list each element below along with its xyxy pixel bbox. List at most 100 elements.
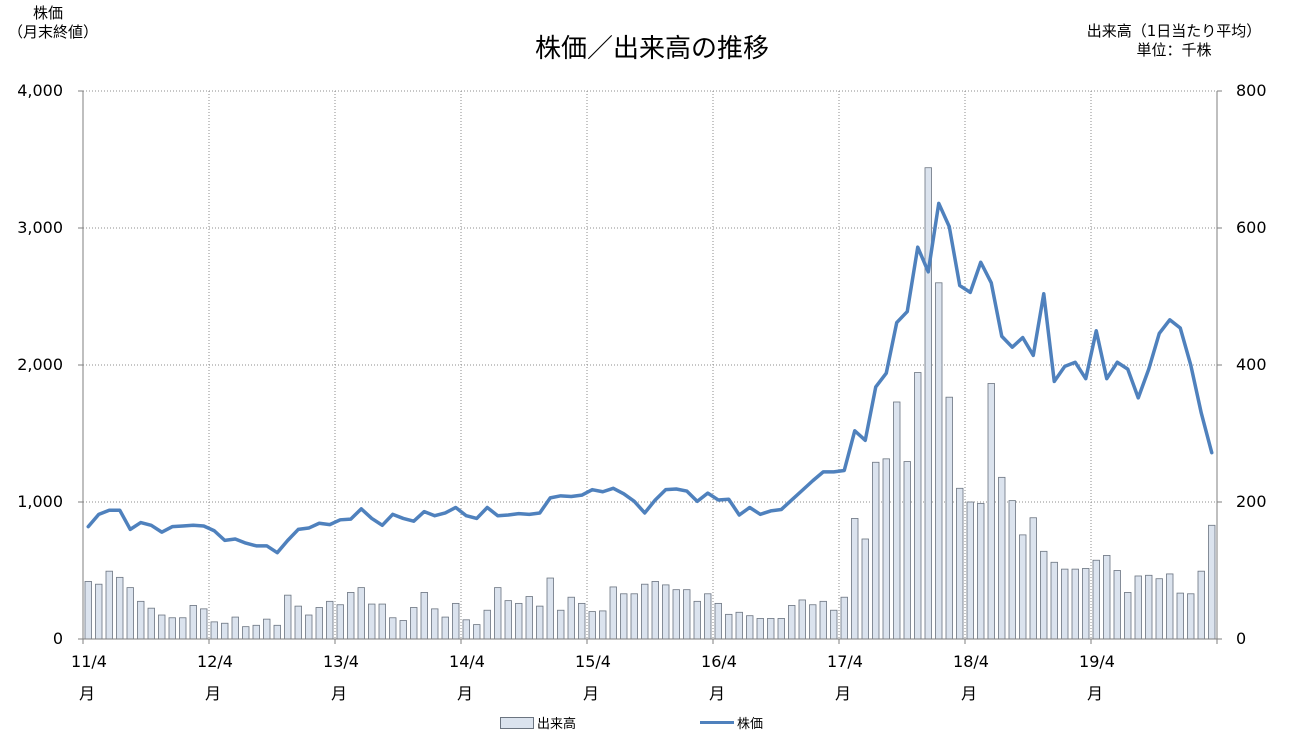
gridlines — [83, 90, 1217, 639]
volume-bar — [95, 583, 103, 640]
x-tick-label: 12/4 — [197, 652, 233, 671]
volume-bar — [326, 600, 334, 640]
volume-bar — [1008, 500, 1016, 640]
x-tick-label: 11/4 — [71, 652, 107, 671]
volume-bar — [189, 605, 197, 640]
volume-bar — [347, 592, 355, 640]
volume-bar — [1019, 534, 1027, 640]
volume-bar — [441, 616, 449, 640]
volume-bar — [158, 614, 166, 640]
volume-bar — [861, 538, 869, 640]
left-tick-label: 2,000 — [17, 355, 63, 374]
volume-bar — [284, 594, 292, 640]
volume-bar — [126, 587, 134, 640]
volume-bar — [609, 586, 617, 640]
volume-bar — [966, 501, 974, 640]
volume-bar — [809, 604, 817, 640]
volume-bar — [767, 618, 775, 640]
volume-bar — [620, 593, 628, 640]
volume-bar — [578, 602, 586, 640]
volume-bar — [945, 396, 953, 640]
volume-bar — [1092, 559, 1100, 640]
right-tick-label: 600 — [1236, 218, 1267, 237]
volume-bar — [452, 602, 460, 640]
volume-bar — [273, 624, 281, 640]
volume-bar — [263, 618, 271, 640]
volume-bar — [557, 609, 565, 640]
volume-bar — [200, 608, 208, 640]
volume-bar — [1071, 568, 1079, 640]
x-tick-label: 19/4 — [1079, 652, 1115, 671]
volume-bar — [410, 607, 418, 640]
price-line — [86, 201, 1214, 555]
left-tick-label: 1,000 — [17, 492, 63, 511]
volume-bar — [935, 282, 943, 640]
volume-bar — [641, 583, 649, 640]
volume-bar — [546, 577, 554, 640]
volume-bar — [168, 617, 176, 640]
right-tick-label: 0 — [1236, 629, 1247, 648]
volume-bar — [840, 596, 848, 640]
volume-bar — [116, 576, 124, 640]
volume-bar — [431, 608, 439, 640]
volume-bar — [956, 487, 964, 640]
x-tick-label-suffix: 月 — [708, 684, 725, 703]
volume-bar — [389, 617, 397, 640]
volume-bar — [294, 605, 302, 640]
volume-bar — [378, 603, 386, 640]
left-tick-label: 4,000 — [17, 81, 63, 100]
legend-label-volume: 出来高 — [537, 717, 577, 732]
left-tick-label: 3,000 — [17, 218, 63, 237]
volume-bar — [536, 605, 544, 640]
volume-bar — [651, 581, 659, 640]
volume-bar — [735, 611, 743, 640]
volume-bar — [977, 502, 985, 640]
x-tick-label-suffix: 月 — [582, 684, 599, 703]
volume-bar — [252, 624, 260, 640]
x-tick-label-suffix: 月 — [1086, 684, 1103, 703]
volume-bar — [704, 593, 712, 640]
x-tick-label-suffix: 月 — [330, 684, 347, 703]
volume-bar — [1145, 574, 1153, 640]
x-tick-label-suffix: 月 — [456, 684, 473, 703]
volume-bar — [872, 461, 880, 640]
volume-bar — [336, 604, 344, 640]
volume-bar — [1050, 561, 1058, 640]
volume-bar — [1082, 568, 1090, 640]
right-axis-label-line2: 単位：千株 — [1136, 41, 1212, 59]
bar-series-volume — [84, 167, 1216, 640]
volume-bar — [399, 620, 407, 640]
volume-bar — [1166, 573, 1174, 640]
x-tick-label: 14/4 — [449, 652, 485, 671]
volume-bar — [693, 600, 701, 640]
volume-bar — [756, 618, 764, 640]
volume-bar — [420, 592, 428, 640]
volume-bar — [462, 619, 470, 640]
right-axis-label-line1: 出来高（1日当たり平均） — [1086, 22, 1262, 40]
volume-bar — [599, 610, 607, 640]
volume-bar — [798, 599, 806, 640]
volume-bar — [1187, 593, 1195, 640]
chart-title: 株価／出来高の推移 — [535, 34, 770, 64]
volume-bar — [924, 167, 932, 640]
volume-bar — [483, 609, 491, 640]
right-tick-label: 400 — [1236, 355, 1267, 374]
x-tick-label: 17/4 — [827, 652, 863, 671]
x-tick-label-suffix: 月 — [960, 684, 977, 703]
volume-bar — [893, 401, 901, 640]
volume-bar — [515, 602, 523, 640]
volume-bar — [998, 476, 1006, 640]
left-axis-label: 株価 （月末終値） — [8, 4, 98, 42]
plot-frame — [78, 90, 1222, 644]
x-tick-label-suffix: 月 — [78, 684, 95, 703]
volume-bar — [662, 584, 670, 640]
volume-bar — [903, 461, 911, 640]
volume-bar — [473, 624, 481, 640]
volume-bar — [494, 587, 502, 640]
volume-bar — [105, 570, 113, 640]
volume-bar — [1029, 517, 1037, 640]
legend-label-price: 株価 — [737, 717, 764, 732]
volume-bar — [357, 587, 365, 640]
legend-swatch-line — [700, 721, 734, 724]
